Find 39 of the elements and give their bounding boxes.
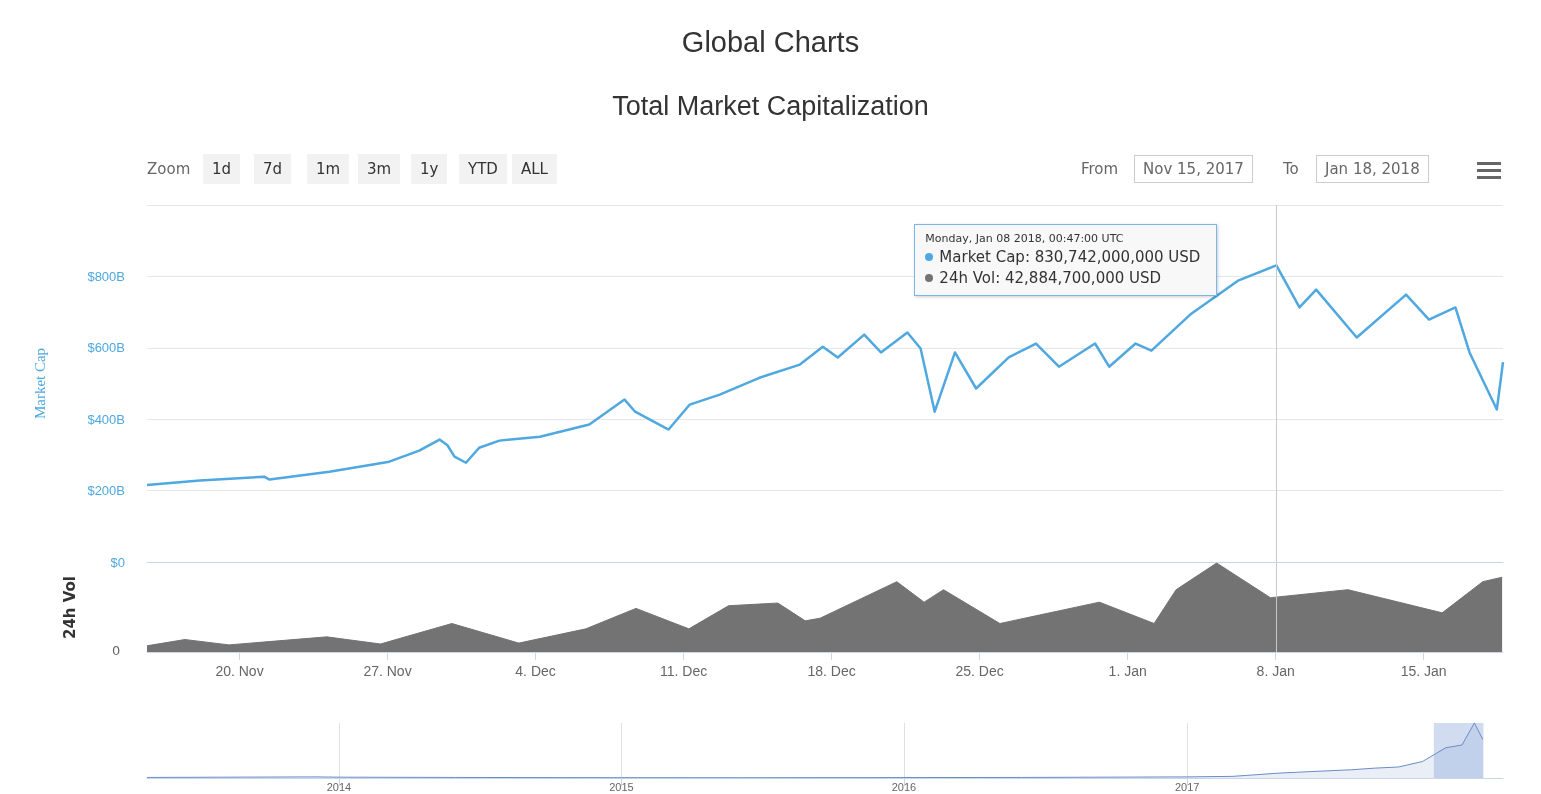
x-tick-label: 8. Jan	[1256, 663, 1295, 679]
x-tick-label: 27. Nov	[363, 663, 412, 679]
x-tick-label: 18. Dec	[807, 663, 856, 679]
annotation: Market Cap: 830,742,000,000 USD	[939, 248, 1201, 266]
x-tick-label: 2016	[891, 780, 917, 793]
y-tick-label: $200B	[87, 483, 125, 499]
text: YTD	[459, 154, 507, 184]
x-tick-label: 4. Dec	[515, 663, 556, 679]
text: From	[1081, 159, 1119, 180]
text: Zoom	[147, 159, 191, 180]
y-tick-label: $0	[110, 554, 125, 570]
x-tick-label: 1. Jan	[1108, 663, 1147, 679]
text: 0	[112, 643, 121, 659]
chart-subtitle: Total Market Capitalization	[612, 90, 929, 121]
x-tick-label: 20. Nov	[215, 663, 264, 679]
annotation: 24h Vol: 42,884,700,000 USD	[939, 269, 1162, 287]
text: 1y	[411, 154, 448, 184]
y-axis-title: 24h Vol	[60, 575, 79, 640]
x-tick-label: 2014	[326, 780, 352, 793]
annotation: Monday, Jan 08 2018, 00:47:00 UTC	[925, 231, 1125, 247]
y-tick-label: $800B	[87, 268, 125, 284]
text: 7d	[254, 154, 292, 184]
y-tick-label: $400B	[87, 411, 125, 427]
text: To	[1283, 159, 1299, 180]
text: ALL	[512, 154, 557, 184]
x-tick-label: 11. Dec	[659, 663, 708, 679]
line-series	[145, 264, 1505, 487]
x-tick-label: 2017	[1174, 780, 1200, 793]
text: 1m	[307, 154, 350, 184]
x-tick-label: 25. Dec	[955, 663, 1004, 679]
text: Jan 18, 2018	[1316, 155, 1429, 183]
chart-title: Global Charts	[681, 25, 860, 58]
x-tick-label: 15. Jan	[1400, 663, 1447, 679]
y-tick-label: $600B	[87, 340, 125, 356]
y-axis-title: Market Cap	[31, 347, 48, 420]
text: 3m	[358, 154, 401, 184]
text: Nov 15, 2017	[1134, 155, 1253, 183]
x-tick-label: 2015	[609, 780, 634, 793]
text: 1d	[203, 154, 241, 184]
